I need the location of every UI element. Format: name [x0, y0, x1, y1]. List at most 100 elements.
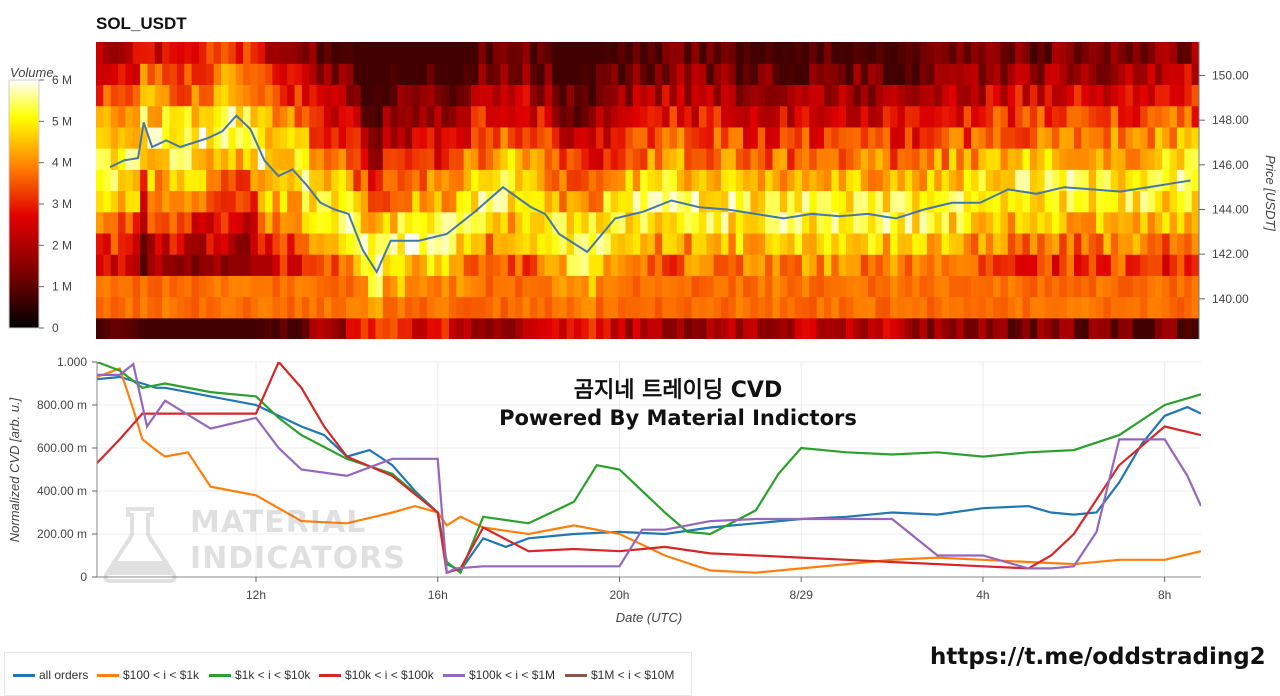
heatmap-cell: [772, 148, 781, 170]
heatmap-cell: [985, 126, 994, 149]
heatmap-cell: [522, 105, 531, 128]
heatmap-cell: [478, 105, 487, 128]
heatmap-cell: [279, 232, 288, 255]
heatmap-cell: [206, 148, 215, 170]
heatmap-cell: [956, 317, 965, 339]
heatmap-cell: [684, 211, 693, 234]
heatmap-cell: [691, 84, 700, 107]
heatmap-cell: [823, 42, 832, 64]
heatmap-cell: [463, 42, 472, 64]
heatmap-cell: [1088, 42, 1097, 64]
heatmap-cell: [757, 317, 766, 339]
heatmap-cell: [647, 42, 656, 64]
heatmap-cell: [375, 211, 384, 234]
heatmap-cell: [1022, 296, 1031, 319]
heatmap-cell: [1110, 232, 1119, 255]
heatmap-cell: [118, 148, 127, 170]
heatmap-cell: [118, 317, 127, 339]
heatmap-cell: [831, 169, 840, 192]
heatmap-cell: [368, 63, 377, 86]
heatmap-cell: [228, 63, 237, 86]
heatmap-cell: [1162, 275, 1171, 298]
heatmap-cell: [213, 275, 222, 298]
heatmap-cell: [985, 105, 994, 128]
telegram-link[interactable]: https://t.me/oddstrading2: [930, 644, 1266, 670]
legend-item-all-orders[interactable]: all orders: [13, 668, 88, 682]
heatmap-cell: [559, 232, 568, 255]
heatmap-cell: [544, 126, 553, 149]
heatmap-cell: [809, 84, 818, 107]
heatmap-cell: [669, 254, 678, 276]
legend-item-1m-10m[interactable]: $1M < i < $10M: [565, 668, 674, 682]
heatmap-cell: [110, 84, 119, 107]
heatmap-cell: [463, 211, 472, 234]
legend-item-100-1k[interactable]: $100 < i < $1k: [97, 668, 199, 682]
heatmap-cell: [250, 232, 259, 255]
heatmap-cell: [103, 169, 112, 192]
colorbar-gradient: [8, 79, 40, 329]
heatmap-cell: [96, 42, 104, 64]
heatmap-cell: [147, 105, 156, 128]
heatmap-cell: [831, 254, 840, 276]
heatmap-cell: [948, 317, 957, 339]
heatmap-cell: [1176, 42, 1185, 64]
heatmap-cell: [831, 275, 840, 298]
heatmap-cell: [934, 126, 943, 149]
heatmap-cell: [823, 84, 832, 107]
heatmap-cell: [1000, 254, 1009, 276]
legend-item-100k-1m[interactable]: $100k < i < $1M: [443, 668, 555, 682]
heatmap-cell: [346, 105, 354, 128]
heatmap-cell: [853, 211, 862, 234]
heatmap-cell: [757, 42, 766, 64]
heatmap-cell: [816, 126, 825, 149]
heatmap-cell: [544, 148, 553, 170]
heatmap-cell: [1125, 211, 1134, 234]
heatmap-cell: [368, 84, 377, 107]
heatmap-cell: [890, 126, 899, 149]
heatmap-cell: [919, 296, 928, 319]
heatmap-cell: [96, 275, 104, 298]
heatmap-cell: [1059, 63, 1068, 86]
heatmap-cell: [1162, 232, 1171, 255]
heatmap-cell: [721, 148, 729, 170]
heatmap-cell: [463, 105, 472, 128]
flask-icon: [103, 507, 177, 583]
legend-swatch: [13, 674, 35, 678]
heatmap-cell: [243, 317, 252, 339]
heatmap-cell: [162, 211, 171, 234]
heatmap-cell: [522, 126, 531, 149]
heatmap-cell: [184, 42, 193, 64]
heatmap-cell: [301, 254, 310, 276]
heatmap-cell: [1022, 317, 1031, 339]
heatmap-cell: [662, 84, 671, 107]
heatmap-cell: [294, 254, 303, 276]
heatmap-cell: [154, 105, 163, 128]
heatmap-cell: [669, 211, 678, 234]
heatmap-cell: [331, 148, 340, 170]
heatmap-cell: [919, 169, 928, 192]
heatmap-cell: [1059, 254, 1068, 276]
heatmap-cell: [397, 275, 406, 298]
heatmap-cell: [948, 275, 957, 298]
cvd-series-r100_1k: [97, 367, 1201, 574]
heatmap-cell: [265, 169, 274, 192]
heatmap-cell: [110, 275, 119, 298]
heatmap-cell: [375, 63, 384, 86]
heatmap-cell: [147, 148, 156, 170]
heatmap-cell: [603, 296, 612, 319]
heatmap-cell: [662, 42, 671, 64]
heatmap-cell: [897, 84, 906, 107]
heatmap-cell: [787, 190, 796, 213]
heatmap-cell: [1154, 317, 1163, 339]
heatmap-cell: [1066, 254, 1075, 276]
heatmap-cell: [544, 254, 553, 276]
legend-item-1k-10k[interactable]: $1k < i < $10k: [209, 668, 310, 682]
heatmap-cell: [919, 105, 928, 128]
heatmap-cell: [529, 317, 538, 339]
heatmap-cell: [735, 232, 744, 255]
heatmap-cell: [162, 148, 171, 170]
legend-item-10k-100k[interactable]: $10k < i < $100k: [319, 668, 434, 682]
heatmap-cell: [1073, 317, 1082, 339]
heatmap-cell: [787, 169, 796, 192]
heatmap-cell: [272, 105, 281, 128]
